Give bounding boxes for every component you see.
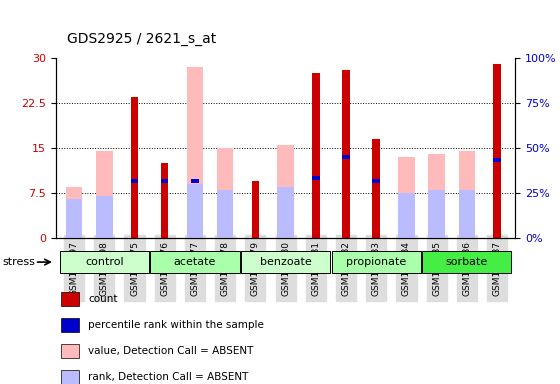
FancyBboxPatch shape bbox=[241, 251, 330, 273]
Bar bbox=[217, 148, 234, 238]
Bar bbox=[96, 151, 113, 238]
Text: propionate: propionate bbox=[346, 257, 407, 267]
Text: acetate: acetate bbox=[174, 257, 216, 267]
Bar bbox=[60, 292, 79, 306]
Text: benzoate: benzoate bbox=[260, 257, 311, 267]
Bar bbox=[186, 184, 203, 238]
Bar bbox=[372, 179, 380, 183]
Bar bbox=[372, 139, 380, 238]
Bar bbox=[493, 64, 501, 238]
FancyBboxPatch shape bbox=[332, 251, 421, 273]
Bar bbox=[186, 67, 203, 238]
Bar bbox=[251, 181, 259, 238]
Bar bbox=[342, 70, 350, 238]
Bar bbox=[60, 370, 79, 384]
Bar bbox=[161, 179, 169, 183]
Bar bbox=[428, 190, 445, 238]
Text: control: control bbox=[85, 257, 124, 267]
Bar bbox=[60, 344, 79, 358]
Bar bbox=[459, 190, 475, 238]
Bar bbox=[398, 157, 415, 238]
Text: rank, Detection Call = ABSENT: rank, Detection Call = ABSENT bbox=[88, 372, 249, 382]
FancyBboxPatch shape bbox=[60, 251, 149, 273]
Text: percentile rank within the sample: percentile rank within the sample bbox=[88, 320, 264, 330]
FancyBboxPatch shape bbox=[422, 251, 511, 273]
Text: value, Detection Call = ABSENT: value, Detection Call = ABSENT bbox=[88, 346, 254, 356]
Bar bbox=[191, 179, 199, 183]
Bar bbox=[161, 163, 169, 238]
Text: GDS2925 / 2621_s_at: GDS2925 / 2621_s_at bbox=[67, 32, 217, 46]
Text: stress: stress bbox=[3, 257, 36, 267]
Bar bbox=[66, 187, 82, 238]
Bar bbox=[459, 151, 475, 238]
Bar bbox=[342, 155, 350, 159]
Bar bbox=[493, 158, 501, 162]
Bar bbox=[131, 179, 138, 183]
Bar bbox=[60, 318, 79, 332]
Bar bbox=[312, 73, 320, 238]
Bar bbox=[96, 196, 113, 238]
Bar bbox=[312, 176, 320, 180]
Bar bbox=[398, 193, 415, 238]
Bar bbox=[217, 190, 234, 238]
Bar bbox=[131, 97, 138, 238]
FancyBboxPatch shape bbox=[151, 251, 240, 273]
Text: count: count bbox=[88, 294, 118, 304]
Bar bbox=[277, 187, 294, 238]
Text: sorbate: sorbate bbox=[446, 257, 488, 267]
Bar bbox=[277, 145, 294, 238]
Bar bbox=[428, 154, 445, 238]
Bar bbox=[66, 199, 82, 238]
